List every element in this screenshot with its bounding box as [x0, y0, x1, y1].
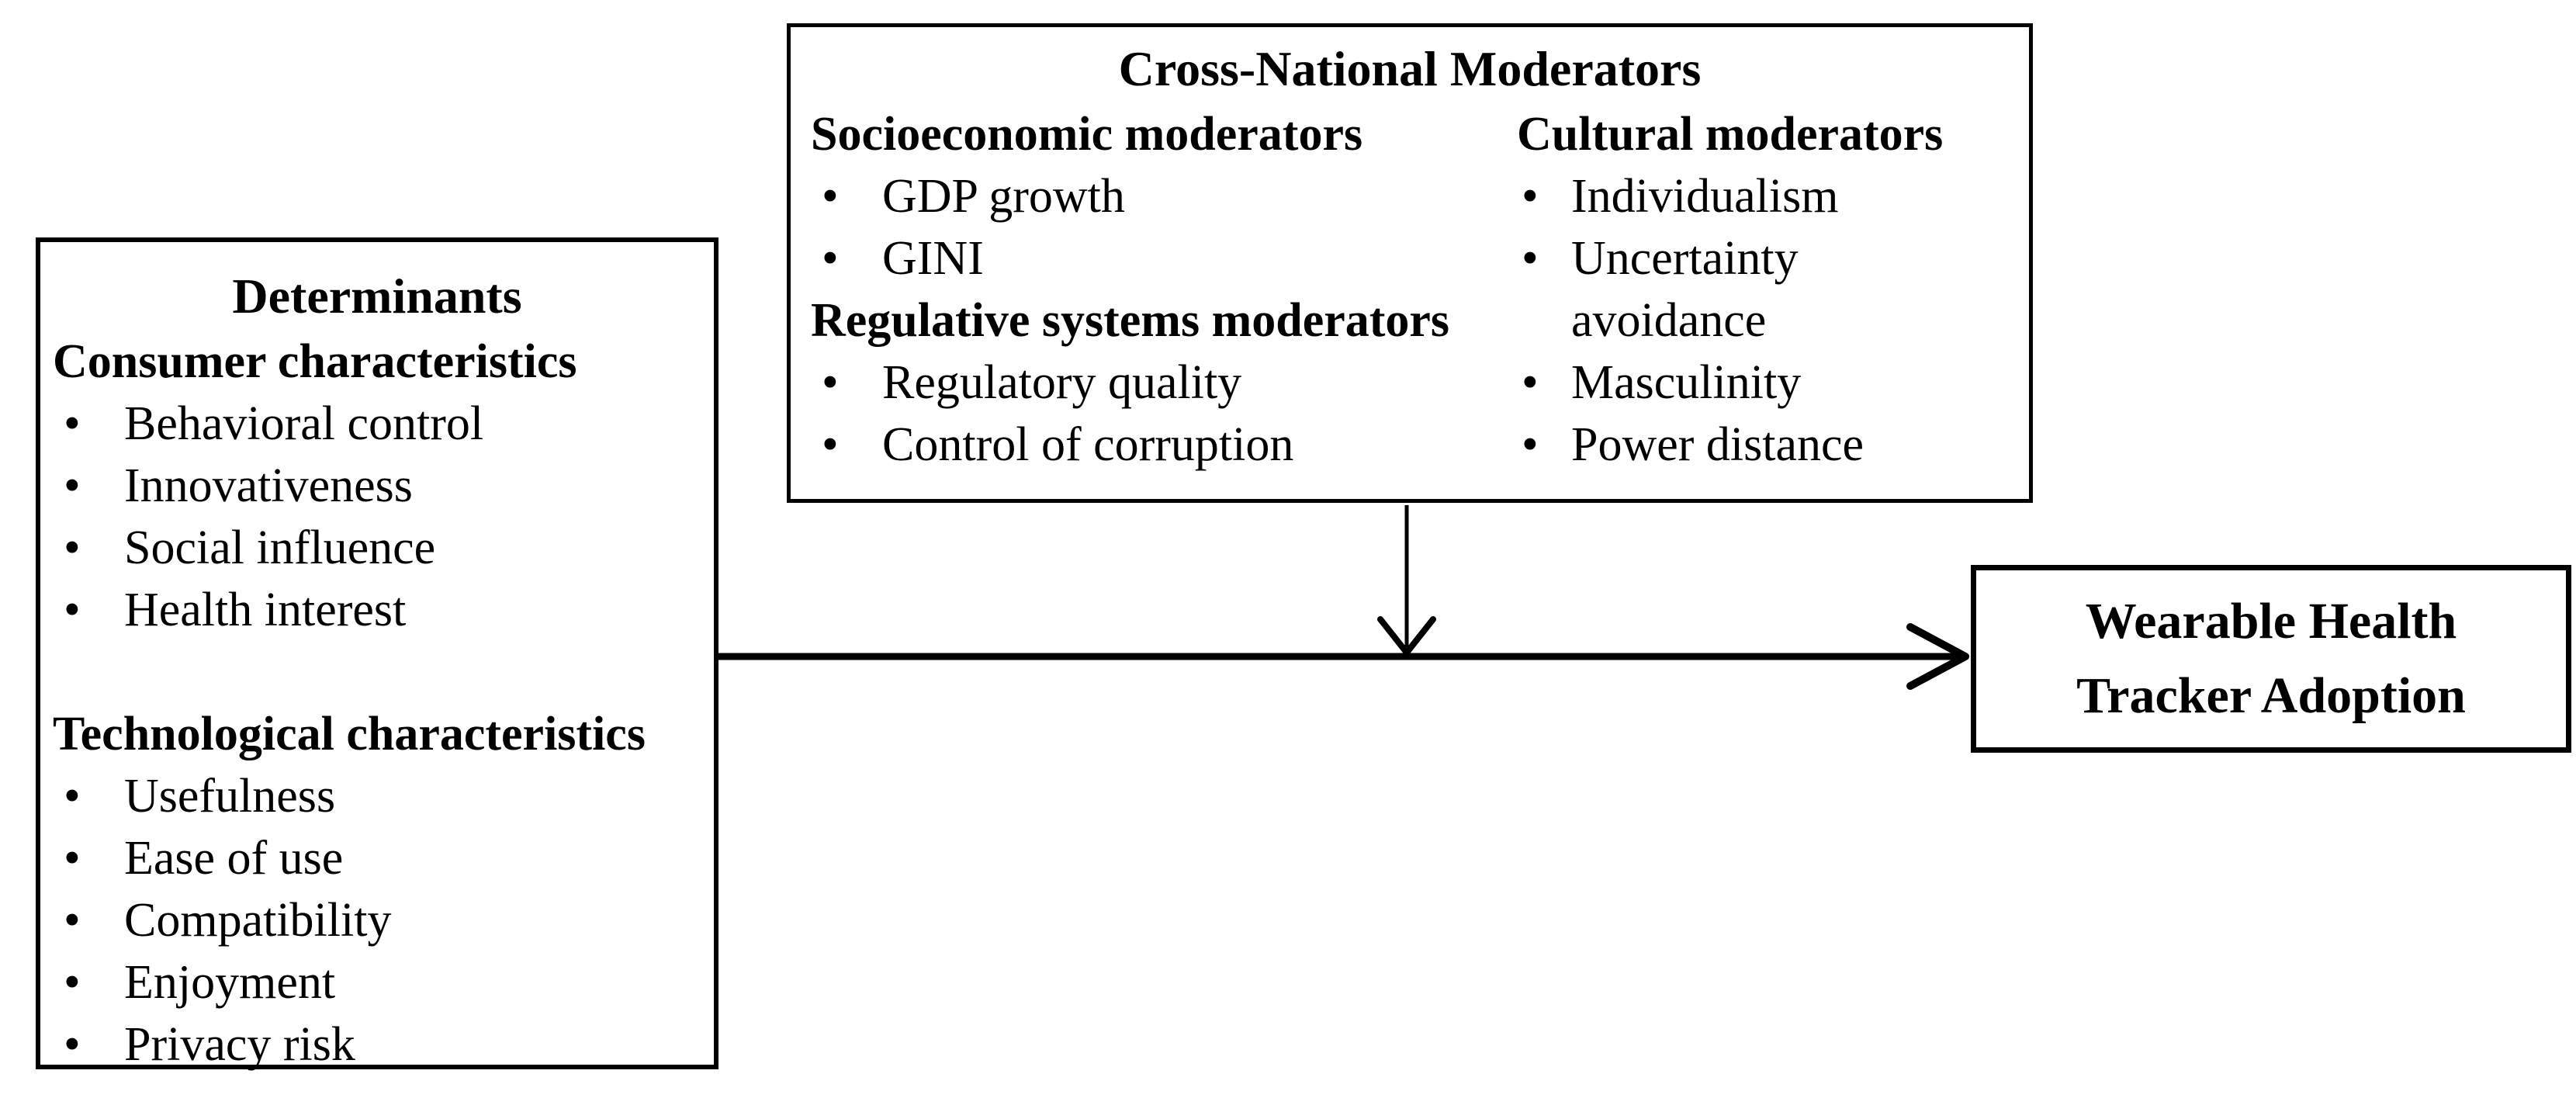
moderators-box-title: Cross-National Moderators: [1118, 41, 1702, 96]
consumer-characteristics-list: Behavioral control Innovativeness Social…: [53, 393, 701, 641]
list-item: Usefulness: [53, 765, 701, 827]
consumer-characteristics-heading: Consumer characteristics: [53, 335, 577, 388]
wearable-health-tracker-adoption-box: Wearable Health Tracker Adoption: [1971, 565, 2571, 753]
right-arrowhead-icon: [1906, 623, 1969, 690]
technological-characteristics-list: Usefulness Ease of use Compatibility Enj…: [53, 765, 701, 1076]
list-item: Uncertainty avoidance: [1517, 227, 1982, 352]
list-item: Control of corruption: [811, 414, 1517, 476]
determinants-box-title: Determinants: [232, 268, 522, 324]
moderators-columns: Socioeconomic moderators GDP growth GINI…: [811, 103, 2009, 476]
regulative-systems-moderators-list: Regulatory quality Control of corruption: [811, 352, 1517, 476]
moderators-right-column: Cultural moderators Individualism Uncert…: [1517, 103, 1982, 476]
outcome-box-title: Wearable Health Tracker Adoption: [2076, 593, 2466, 724]
list-item: Masculinity: [1517, 352, 1982, 414]
list-item: Power distance: [1517, 414, 1982, 476]
list-item: GINI: [811, 227, 1517, 289]
list-item: Privacy risk: [53, 1013, 701, 1076]
list-item: Behavioral control: [53, 393, 701, 455]
cross-national-moderators-box: Cross-National Moderators Socioeconomic …: [787, 23, 2033, 503]
list-item: Individualism: [1517, 165, 1982, 227]
moderators-left-column: Socioeconomic moderators GDP growth GINI…: [811, 103, 1517, 476]
list-item: Innovativeness: [53, 455, 701, 517]
cultural-moderators-heading: Cultural moderators: [1517, 108, 1944, 161]
list-item: Health interest: [53, 579, 701, 641]
down-arrowhead-icon: [1377, 616, 1436, 656]
list-item: Social influence: [53, 517, 701, 579]
technological-characteristics-heading: Technological characteristics: [53, 708, 646, 760]
socioeconomic-moderators-list: GDP growth GINI: [811, 165, 1517, 289]
list-item: Enjoyment: [53, 951, 701, 1013]
list-item: Ease of use: [53, 827, 701, 889]
list-item: Regulatory quality: [811, 352, 1517, 414]
list-item: Compatibility: [53, 889, 701, 951]
determinants-box: Determinants Consumer characteristics Be…: [36, 237, 718, 1076]
cultural-moderators-list: Individualism Uncertainty avoidance Masc…: [1517, 165, 1982, 476]
section-gap: [53, 641, 701, 703]
regulative-systems-moderators-heading: Regulative systems moderators: [811, 294, 1450, 347]
list-item: GDP growth: [811, 165, 1517, 227]
socioeconomic-moderators-heading: Socioeconomic moderators: [811, 108, 1363, 161]
